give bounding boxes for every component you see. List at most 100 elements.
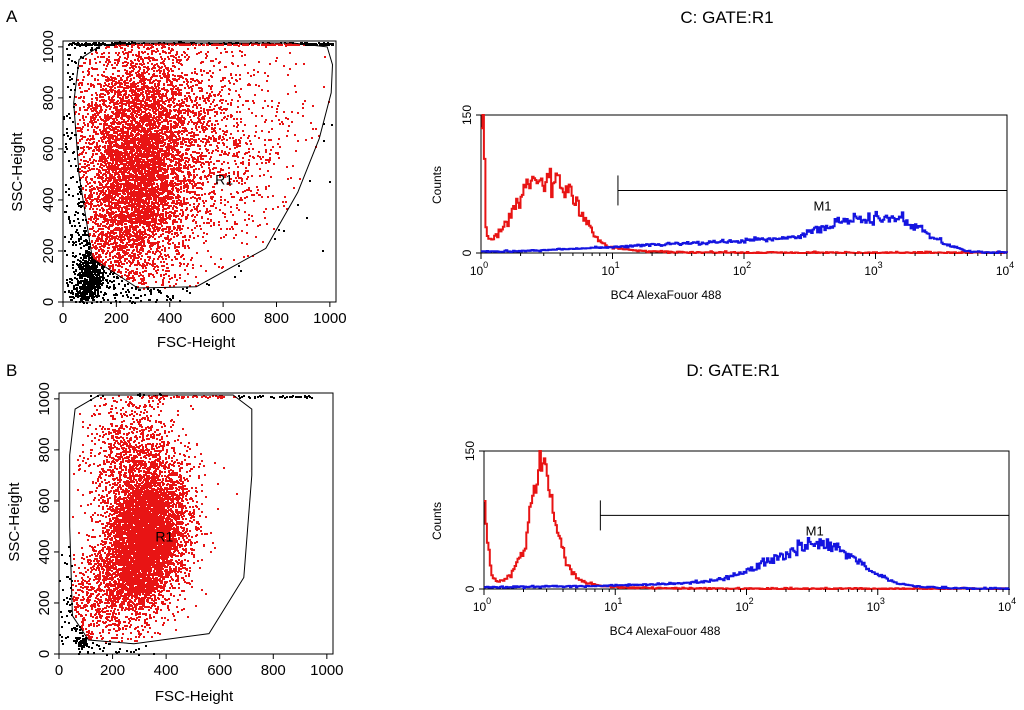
x-tick-label: 400 xyxy=(154,662,179,679)
y-axis-label-d: Counts xyxy=(430,502,444,540)
x-tick-base: 10 xyxy=(601,264,615,278)
x-ticks-d: 100 101 102 103 104 xyxy=(473,589,1016,614)
plot-frame-b xyxy=(58,392,334,655)
panel-a: A R1 0 200 400 600 800 1000 0 200 400 600 800 1000… xyxy=(6,7,347,351)
plot-frame-a xyxy=(62,40,337,303)
x-tick-base: 10 xyxy=(735,600,749,614)
x-tick-exponent: 3 xyxy=(878,260,883,270)
histogram-title-c: C: GATE:R1 xyxy=(680,8,773,27)
x-tick-exponent: 4 xyxy=(1011,596,1016,606)
x-axis-label-c: BC4 AlexaFouor 488 xyxy=(611,288,722,302)
x-tick-exponent: 2 xyxy=(749,596,754,606)
marker-m1-d: M1 xyxy=(599,500,1010,538)
x-tick-label: 800 xyxy=(264,310,289,327)
x-tick-label: 400 xyxy=(157,310,182,327)
x-tick-base: 10 xyxy=(867,600,881,614)
x-tick-label: 100 xyxy=(473,596,491,614)
x-tick-label: 1000 xyxy=(310,662,343,679)
gate-label-r1-b: R1 xyxy=(155,529,173,545)
x-tick-exponent: 4 xyxy=(1009,260,1014,270)
x-ticks-c: 100 101 102 103 104 xyxy=(470,253,1014,278)
x-tick-base: 10 xyxy=(996,264,1010,278)
y-tick-label: 200 xyxy=(36,590,53,615)
x-tick-label: 0 xyxy=(55,662,63,679)
y-ticks-a: 0 200 400 600 800 1000 xyxy=(40,30,63,306)
x-tick-label: 1000 xyxy=(313,310,346,327)
panel-letter-b: B xyxy=(6,361,17,380)
y-tick-label: 1000 xyxy=(40,30,57,63)
y-tick-label: 0 xyxy=(36,650,53,658)
y-axis-label-a: SSC-Height xyxy=(9,132,26,212)
y-tick-label: 600 xyxy=(40,136,57,161)
x-tick-base: 10 xyxy=(864,264,878,278)
x-tick-base: 10 xyxy=(604,600,618,614)
gate-label-r1-a: R1 xyxy=(215,172,233,188)
panel-letter-a: A xyxy=(6,7,18,26)
scatter-points-outside-gate xyxy=(63,41,334,304)
x-tick-label: 800 xyxy=(261,662,286,679)
y-axis-label-c: Counts xyxy=(430,166,444,204)
y-tick-label: 150 xyxy=(463,441,477,461)
x-tick-label: 200 xyxy=(100,662,125,679)
histogram-series-control-d xyxy=(484,450,1010,590)
x-tick-label: 102 xyxy=(733,260,751,278)
y-tick-label: 150 xyxy=(460,105,474,125)
x-tick-label: 600 xyxy=(211,310,236,327)
x-axis-label-d: BC4 AlexaFouor 488 xyxy=(610,624,721,638)
y-ticks-d: 0 150 xyxy=(463,441,484,592)
x-tick-label: 104 xyxy=(996,260,1014,278)
y-tick-label: 400 xyxy=(36,539,53,564)
x-tick-exponent: 1 xyxy=(615,260,620,270)
x-axis-label-a: FSC-Height xyxy=(157,334,236,351)
y-ticks-c: 0 150 xyxy=(460,105,481,256)
x-tick-label: 101 xyxy=(601,260,619,278)
y-tick-label: 1000 xyxy=(36,382,53,415)
x-tick-exponent: 0 xyxy=(483,260,488,270)
marker-m1-label-c: M1 xyxy=(813,198,831,213)
scatter-plot-b: R1 0 200 400 600 800 1000 0 200 400 600 800 1000 xyxy=(36,382,344,679)
x-tick-exponent: 3 xyxy=(880,596,885,606)
x-tick-exponent: 1 xyxy=(617,596,622,606)
y-tick-label: 200 xyxy=(40,238,57,263)
histogram-series-control-c xyxy=(481,114,1008,254)
panel-b: B R1 0 200 400 600 800 1000 0 200 400 600 800 1000… xyxy=(6,361,344,705)
y-tick-label: 0 xyxy=(463,585,477,592)
x-tick-label: 102 xyxy=(735,596,753,614)
x-axis-label-b: FSC-Height xyxy=(155,688,234,705)
x-ticks-b: 0 200 400 600 800 1000 xyxy=(55,654,344,679)
histogram-series-sample-c xyxy=(481,210,1008,254)
y-tick-label: 0 xyxy=(40,298,57,306)
x-tick-base: 10 xyxy=(998,600,1012,614)
y-tick-label: 600 xyxy=(36,488,53,513)
y-tick-label: 400 xyxy=(40,187,57,212)
marker-m1-c: M1 xyxy=(617,175,1008,213)
scatter-plot-a: R1 0 200 400 600 800 1000 0 200 400 600 800 1000 xyxy=(40,30,347,327)
x-tick-label: 100 xyxy=(470,260,488,278)
gate-polygon-r1-b xyxy=(69,394,253,645)
x-tick-label: 103 xyxy=(864,260,882,278)
gate-polygon-r1-a xyxy=(73,42,334,289)
y-tick-label: 0 xyxy=(460,249,474,256)
y-ticks-b: 0 200 400 600 800 1000 xyxy=(36,382,59,658)
x-ticks-a: 0 200 400 600 800 1000 xyxy=(59,302,347,327)
x-tick-label: 200 xyxy=(104,310,129,327)
x-tick-base: 10 xyxy=(473,600,487,614)
histogram-title-d: D: GATE:R1 xyxy=(686,361,779,380)
x-tick-label: 101 xyxy=(604,596,622,614)
x-tick-label: 0 xyxy=(59,310,67,327)
x-tick-exponent: 0 xyxy=(486,596,491,606)
histogram-series-sample-d xyxy=(484,537,1010,590)
x-tick-label: 103 xyxy=(867,596,885,614)
x-tick-label: 600 xyxy=(207,662,232,679)
x-tick-base: 10 xyxy=(470,264,484,278)
y-tick-label: 800 xyxy=(36,437,53,462)
y-tick-label: 800 xyxy=(40,85,57,110)
x-tick-exponent: 2 xyxy=(746,260,751,270)
scatter-points-a xyxy=(63,41,334,304)
scatter-points-inside-gate xyxy=(72,395,238,643)
